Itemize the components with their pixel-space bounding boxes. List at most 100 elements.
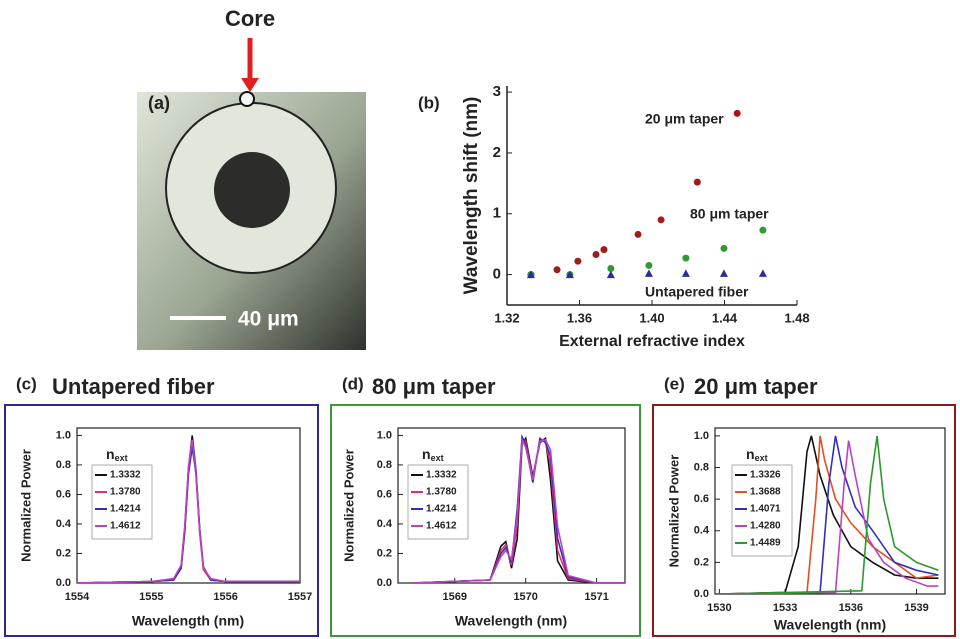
panel-frame <box>652 404 956 637</box>
legend-title: next <box>106 446 128 464</box>
series-line <box>719 435 939 594</box>
point <box>720 244 728 252</box>
y-axis-label: Normalized Power <box>666 455 681 568</box>
x-axis-label: Wavelength (nm) <box>455 613 567 629</box>
point <box>526 270 535 279</box>
y-tick-label: 0.0 <box>56 577 71 589</box>
point <box>565 270 574 279</box>
inner-hole <box>214 152 290 228</box>
core-label: Core <box>225 6 275 31</box>
legend-title-sub: ext <box>431 453 444 463</box>
legend-label: 1.3688 <box>750 487 781 498</box>
point <box>682 254 690 262</box>
y-tick-label: 0.8 <box>694 461 709 473</box>
x-tick-label: 1539 <box>904 602 928 614</box>
panel-title: 80 μm taper <box>372 374 496 399</box>
arrow-head <box>241 78 259 92</box>
legend-label: 1.4214 <box>426 504 457 515</box>
x-tick-label: 1.32 <box>494 310 519 325</box>
legend-title: next <box>422 446 444 464</box>
plot-frame <box>76 427 301 584</box>
series-line <box>719 435 939 594</box>
point <box>657 216 665 224</box>
series-label: 80 μm taper <box>690 206 769 222</box>
x-tick-label: 1536 <box>839 602 863 614</box>
x-tick-label: 1555 <box>139 591 163 603</box>
y-tick-label: 0.4 <box>377 518 393 530</box>
legend-title-sub: ext <box>755 453 768 463</box>
x-tick-label: 1569 <box>443 591 467 603</box>
x-tick-label: 1557 <box>288 591 312 603</box>
x-tick-label: 1.48 <box>784 310 809 325</box>
series-label: 20 μm taper <box>645 111 724 127</box>
panel-label: (e) <box>664 374 685 393</box>
panel-label: (d) <box>342 374 364 393</box>
x-tick-label: 1.44 <box>712 310 738 325</box>
point <box>719 269 728 277</box>
series-line <box>77 447 300 583</box>
point <box>592 251 600 259</box>
point <box>606 270 615 279</box>
series-line <box>719 440 939 594</box>
y-axis-label: Wavelength shift (nm) <box>461 97 482 295</box>
panel: (d) 80 μm taper 1569 1570 1571 0.0 0.2 0.4 0.6 0.… <box>330 374 641 637</box>
y-tick-label: 0.2 <box>377 547 392 559</box>
point <box>681 269 690 277</box>
y-tick-label: 2 <box>493 144 501 161</box>
x-tick-label: 1571 <box>584 591 608 603</box>
panel: (e) 20 μm taper 1530 1533 1536 1539 0.0 0.2 0.4 0… <box>652 374 956 637</box>
x-tick-label: 1.40 <box>639 310 664 325</box>
x-tick-label: 1556 <box>213 591 237 603</box>
panel-title: 20 μm taper <box>694 374 818 399</box>
y-tick-label: 0.2 <box>56 547 71 559</box>
legend-label: 1.4214 <box>110 504 141 515</box>
legend-title-main: n <box>106 446 115 462</box>
panel-frame <box>330 404 641 637</box>
y-tick-label: 0.8 <box>377 459 392 471</box>
legend-label: 1.4612 <box>426 521 457 532</box>
point <box>574 257 582 265</box>
y-tick-label: 1.0 <box>694 430 709 442</box>
y-axis-label: Normalized Power <box>18 449 33 562</box>
series-line <box>719 435 939 594</box>
y-tick-label: 0.0 <box>694 588 709 600</box>
plot-frame <box>714 427 946 595</box>
legend-title-sub: ext <box>115 453 128 463</box>
panel: (c) Untapered fiber 1554 1555 1556 1557 0.0 0.2… <box>4 374 319 637</box>
point <box>758 269 767 277</box>
core-hole <box>239 91 255 107</box>
x-axis-label: External refractive index <box>559 333 745 350</box>
point <box>553 266 561 274</box>
x-axis-label: Wavelength (nm) <box>132 613 244 629</box>
legend-label: 1.3332 <box>426 470 457 481</box>
x-axis-label: Wavelength (nm) <box>774 617 886 633</box>
panel-label: (c) <box>16 374 37 393</box>
panel-label: (a) <box>148 93 170 113</box>
series-line <box>719 435 939 594</box>
y-tick-label: 0.4 <box>694 525 710 537</box>
point <box>644 269 653 277</box>
y-tick-label: 0.8 <box>56 459 71 471</box>
panel-label: (b) <box>418 93 440 112</box>
x-tick-label: 1570 <box>513 591 537 603</box>
legend-title: next <box>746 446 768 464</box>
y-tick-label: 0 <box>493 266 501 283</box>
point <box>607 265 615 272</box>
x-tick-label: 1554 <box>65 591 90 603</box>
series-line <box>77 439 300 583</box>
y-tick-label: 0.6 <box>377 488 392 500</box>
plot-frame <box>397 427 626 584</box>
legend-label: 1.4489 <box>750 538 781 549</box>
legend-title-main: n <box>422 446 431 462</box>
x-tick-label: 1530 <box>707 602 731 614</box>
point <box>634 230 642 238</box>
x-tick-label: 1533 <box>773 602 797 614</box>
legend-label: 1.3780 <box>426 487 457 498</box>
panel-a: Core (a) 40 μm <box>137 6 366 350</box>
legend-box <box>731 464 793 557</box>
legend-label: 1.3780 <box>110 487 141 498</box>
y-tick-label: 0.2 <box>694 556 709 568</box>
series-label: Untapered fiber <box>645 284 749 300</box>
y-tick-label: 0.6 <box>694 493 709 505</box>
scale-bar-label: 40 μm <box>238 308 299 331</box>
